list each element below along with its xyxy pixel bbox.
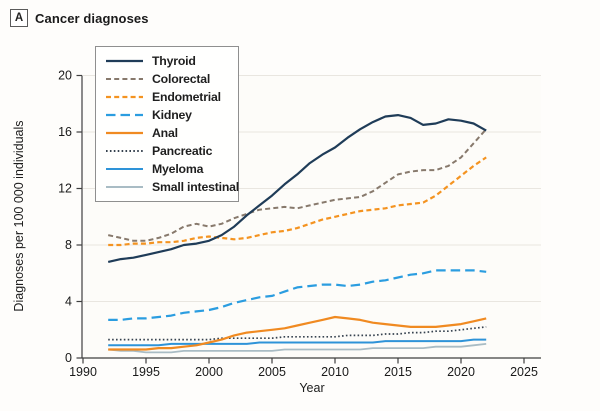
x-tick-label: 2020 [447, 365, 475, 379]
y-tick-label: 0 [65, 351, 72, 365]
legend-label: Colorectal [152, 72, 211, 86]
x-tick-label: 2015 [384, 365, 412, 379]
legend-line-sample-colorectal [106, 78, 143, 80]
panel-label-badge: A [10, 9, 28, 27]
legend-label: Anal [152, 126, 178, 140]
series-line-small-intestinal [108, 343, 487, 354]
legend-item-pancreatic: Pancreatic [106, 142, 232, 160]
legend-item-kidney: Kidney [106, 106, 232, 124]
x-tick-label: 1990 [69, 365, 97, 379]
legend-line-sample-endometrial [106, 95, 143, 99]
legend-label: Pancreatic [152, 144, 213, 158]
panel-header: A Cancer diagnoses [10, 9, 149, 27]
legend-line-sample-anal [106, 131, 143, 135]
legend-line-sample-thyroid [106, 59, 143, 63]
series-line-endometrial [108, 156, 487, 247]
legend-line-sample-kidney [106, 113, 143, 117]
x-tick-label: 1995 [132, 365, 160, 379]
y-tick-label: 8 [65, 238, 72, 252]
y-tick-label: 12 [58, 182, 72, 196]
series-line-colorectal [107, 128, 487, 242]
x-tick-label: 2010 [321, 365, 349, 379]
x-tick-label: 2005 [258, 365, 286, 379]
legend: Thyroid Colorectal Endometrial Kidney Anal Pa… [95, 46, 239, 202]
series-line-kidney [108, 269, 487, 321]
series-line-myeloma [108, 338, 487, 347]
legend-label: Myeloma [152, 162, 204, 176]
series-line-thyroid [107, 113, 487, 263]
legend-line-sample-small-intestinal [106, 186, 143, 188]
legend-label: Small intestinal [152, 180, 240, 194]
legend-item-anal: Anal [106, 124, 232, 142]
y-tick-label: 4 [65, 295, 72, 309]
y-tick-label: 20 [58, 69, 72, 83]
series-line-pancreatic [108, 326, 487, 341]
x-tick-label: 2000 [195, 365, 223, 379]
legend-label: Thyroid [152, 54, 196, 68]
legend-line-sample-pancreatic [106, 150, 143, 152]
x-tick-label: 2025 [510, 365, 538, 379]
series-line-anal [108, 315, 487, 351]
legend-item-thyroid: Thyroid [106, 52, 232, 70]
y-tick-label: 16 [58, 125, 72, 139]
legend-line-sample-myeloma [106, 168, 143, 170]
legend-item-myeloma: Myeloma [106, 160, 232, 178]
legend-label: Kidney [152, 108, 192, 122]
panel-title: Cancer diagnoses [35, 10, 149, 26]
legend-item-small-intestinal: Small intestinal [106, 178, 239, 196]
x-axis-label: Year [299, 381, 325, 395]
legend-item-colorectal: Colorectal [106, 70, 232, 88]
legend-item-endometrial: Endometrial [106, 88, 232, 106]
legend-label: Endometrial [152, 90, 221, 104]
